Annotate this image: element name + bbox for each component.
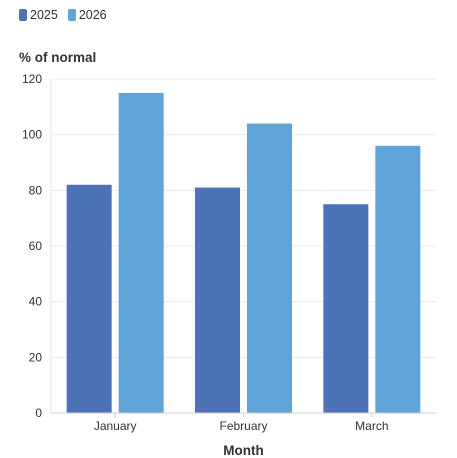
y-tick-label: 120 xyxy=(22,72,42,86)
gridlines xyxy=(51,78,436,358)
y-axis-ticks: 0 20 40 60 80 100 120 xyxy=(22,72,42,420)
bar-2025-january[interactable] xyxy=(66,184,112,413)
bar-2026-february[interactable] xyxy=(247,123,292,414)
y-tick-label: 100 xyxy=(22,128,42,142)
legend-item-2025[interactable]: 2025 xyxy=(19,8,58,22)
bar-2026-march[interactable] xyxy=(375,145,421,414)
legend-item-2026[interactable]: 2026 xyxy=(67,8,107,22)
x-tick-label: March xyxy=(355,419,388,433)
bars xyxy=(66,92,421,414)
bar-2026-january[interactable] xyxy=(118,92,164,414)
x-axis-ticks: January February March xyxy=(94,413,389,433)
x-tick-label: January xyxy=(94,419,137,433)
bar-2025-february[interactable] xyxy=(195,187,240,413)
y-tick-label: 60 xyxy=(29,239,43,253)
legend-label-2026: 2026 xyxy=(78,8,107,22)
legend-swatch-2025 xyxy=(19,9,27,21)
y-tick-label: 0 xyxy=(35,406,42,420)
x-axis-label: Month xyxy=(223,443,263,458)
y-tick-label: 40 xyxy=(29,295,43,309)
y-axis-label: % of normal xyxy=(19,50,97,65)
y-tick-label: 20 xyxy=(29,350,43,364)
y-tick-label: 80 xyxy=(29,183,43,197)
x-tick-label: February xyxy=(219,419,267,433)
legend-label-2025: 2025 xyxy=(30,8,58,22)
bar-2025-march[interactable] xyxy=(323,204,369,413)
legend-swatch-2026 xyxy=(67,9,76,21)
legend: 2025 2026 xyxy=(19,8,107,22)
